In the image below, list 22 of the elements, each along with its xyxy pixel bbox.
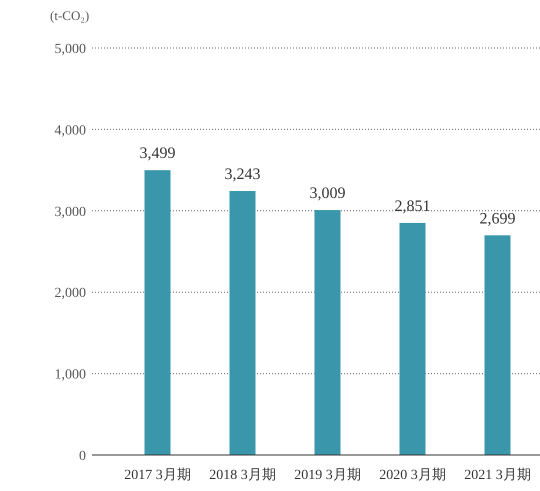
- bar: [314, 210, 340, 455]
- y-axis-title: (t-CO₂): [50, 8, 90, 23]
- x-tick-label: 2020 3月期: [379, 467, 446, 483]
- x-tick-label: 2019 3月期: [294, 467, 361, 483]
- bar: [230, 191, 256, 455]
- data-label: 2,851: [394, 198, 430, 215]
- data-label: 3,243: [224, 166, 260, 184]
- bar: [400, 222, 426, 455]
- data-label: 2,699: [480, 210, 516, 228]
- y-tick-label: 4,000: [54, 123, 86, 138]
- x-tick-label: 2017 3月期: [124, 467, 191, 483]
- bar: [144, 170, 170, 455]
- y-tick-label: 2,000: [54, 286, 86, 302]
- x-tick-label: 2021 3月期: [464, 467, 531, 483]
- y-tick-label: 5,000: [54, 42, 86, 57]
- bar: [484, 235, 510, 455]
- x-tick-label: 2018 3月期: [209, 467, 276, 483]
- y-tick-label: 1,000: [54, 368, 86, 383]
- data-label: 3,009: [310, 185, 346, 202]
- y-tick-label: 0: [79, 449, 86, 464]
- data-label: 3,499: [140, 145, 176, 162]
- y-tick-label: 3,000: [54, 204, 86, 220]
